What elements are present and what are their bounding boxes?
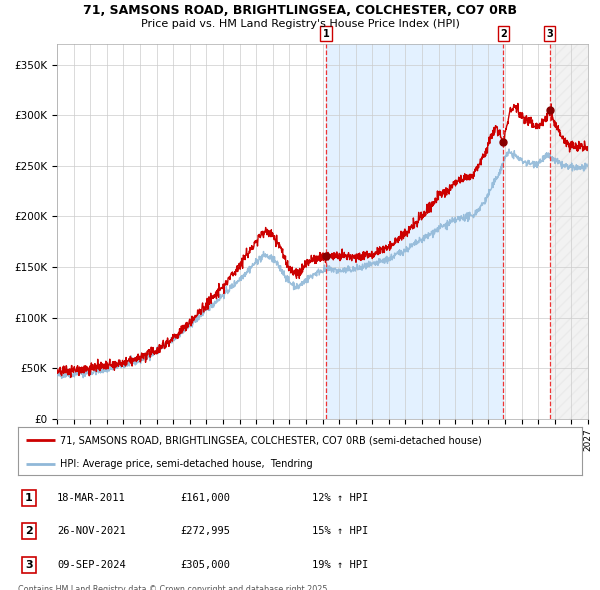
Text: 71, SAMSONS ROAD, BRIGHTLINGSEA, COLCHESTER, CO7 0RB (semi-detached house): 71, SAMSONS ROAD, BRIGHTLINGSEA, COLCHES…	[60, 435, 482, 445]
Text: £305,000: £305,000	[180, 560, 230, 570]
Text: £272,995: £272,995	[180, 526, 230, 536]
Text: 3: 3	[546, 29, 553, 39]
Text: 3: 3	[25, 560, 32, 570]
Text: 19% ↑ HPI: 19% ↑ HPI	[312, 560, 368, 570]
Bar	[326, 44, 503, 419]
Text: 12% ↑ HPI: 12% ↑ HPI	[312, 493, 368, 503]
Text: 1: 1	[323, 29, 329, 39]
Text: £161,000: £161,000	[180, 493, 230, 503]
Bar	[550, 44, 588, 419]
Text: 18-MAR-2011: 18-MAR-2011	[57, 493, 126, 503]
Text: Price paid vs. HM Land Registry's House Price Index (HPI): Price paid vs. HM Land Registry's House …	[140, 19, 460, 29]
Text: Contains HM Land Registry data © Crown copyright and database right 2025.
This d: Contains HM Land Registry data © Crown c…	[18, 585, 330, 590]
Text: 09-SEP-2024: 09-SEP-2024	[57, 560, 126, 570]
Text: 2: 2	[25, 526, 32, 536]
Text: 26-NOV-2021: 26-NOV-2021	[57, 526, 126, 536]
Text: 15% ↑ HPI: 15% ↑ HPI	[312, 526, 368, 536]
Text: 71, SAMSONS ROAD, BRIGHTLINGSEA, COLCHESTER, CO7 0RB: 71, SAMSONS ROAD, BRIGHTLINGSEA, COLCHES…	[83, 4, 517, 17]
Text: 2: 2	[500, 29, 507, 39]
Text: HPI: Average price, semi-detached house,  Tendring: HPI: Average price, semi-detached house,…	[60, 459, 313, 469]
Text: 1: 1	[25, 493, 32, 503]
